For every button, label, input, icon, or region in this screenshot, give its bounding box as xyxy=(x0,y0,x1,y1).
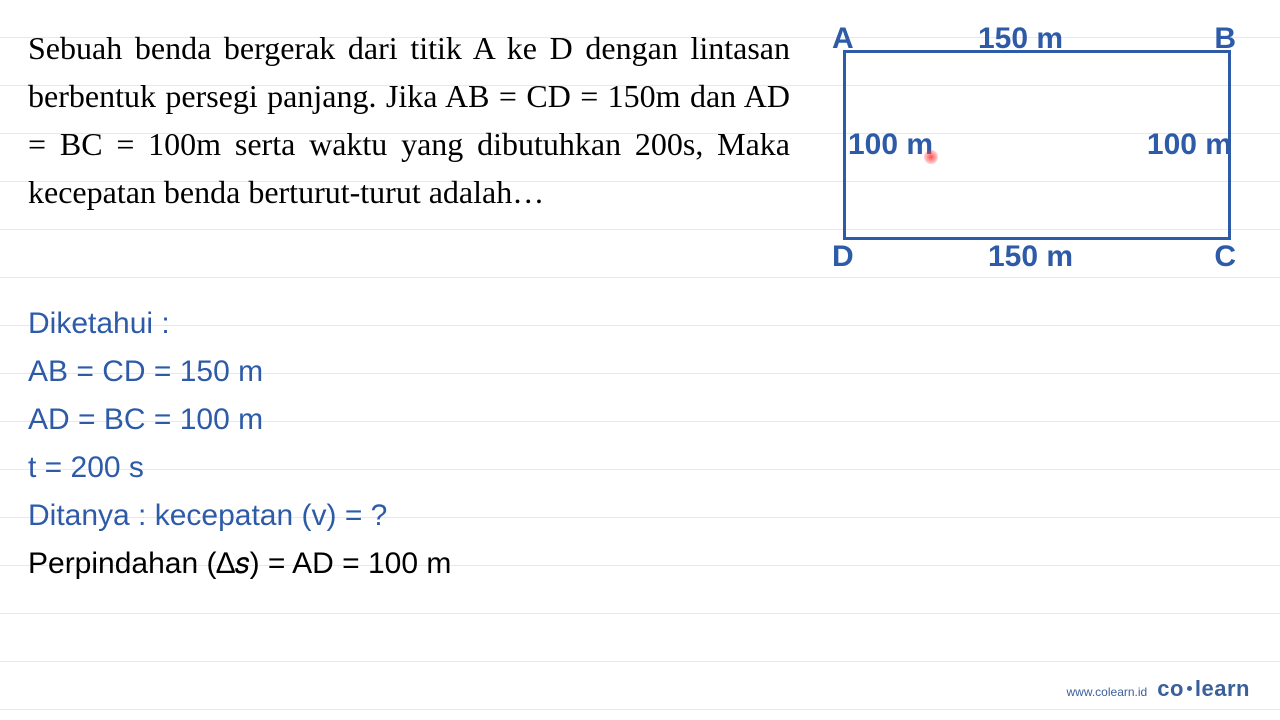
logo-right: learn xyxy=(1195,676,1250,701)
footer-url: www.colearn.id xyxy=(1067,685,1148,699)
logo-left: co xyxy=(1157,676,1184,701)
side-label-right: 100 m xyxy=(1147,128,1232,162)
corner-label-D: D xyxy=(832,240,854,274)
rectangle-diagram: A B C D 150 m 150 m 100 m 100 m xyxy=(808,26,1238,264)
logo-dot-icon xyxy=(1187,686,1192,691)
problem-text: Sebuah benda bergerak dari titik A ke D … xyxy=(28,24,808,216)
solution-line-3: t = 200 s xyxy=(28,444,1252,492)
solution-heading: Diketahui : xyxy=(28,300,1252,348)
solution-block: Diketahui : AB = CD = 150 m AD = BC = 10… xyxy=(28,300,1252,588)
solution-asked: Ditanya : kecepatan (v) = ? xyxy=(28,492,1252,540)
solution-equation: Perpindahan (∆𝑠) = AD = 100 m xyxy=(28,540,1252,588)
corner-label-C: C xyxy=(1214,240,1236,274)
content-area: Sebuah benda bergerak dari titik A ke D … xyxy=(0,0,1280,612)
side-label-left: 100 m xyxy=(848,128,933,162)
solution-line-2: AD = BC = 100 m xyxy=(28,396,1252,444)
side-label-top: 150 m xyxy=(978,22,1063,56)
pointer-dot-icon xyxy=(924,150,938,164)
footer-logo: colearn xyxy=(1157,676,1250,702)
solution-line-1: AB = CD = 150 m xyxy=(28,348,1252,396)
side-label-bottom: 150 m xyxy=(988,240,1073,274)
corner-label-B: B xyxy=(1214,22,1236,56)
corner-label-A: A xyxy=(832,22,854,56)
problem-row: Sebuah benda bergerak dari titik A ke D … xyxy=(28,24,1252,264)
footer: www.colearn.id colearn xyxy=(1067,676,1250,702)
